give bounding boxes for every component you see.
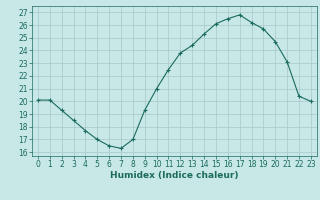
X-axis label: Humidex (Indice chaleur): Humidex (Indice chaleur) (110, 171, 239, 180)
